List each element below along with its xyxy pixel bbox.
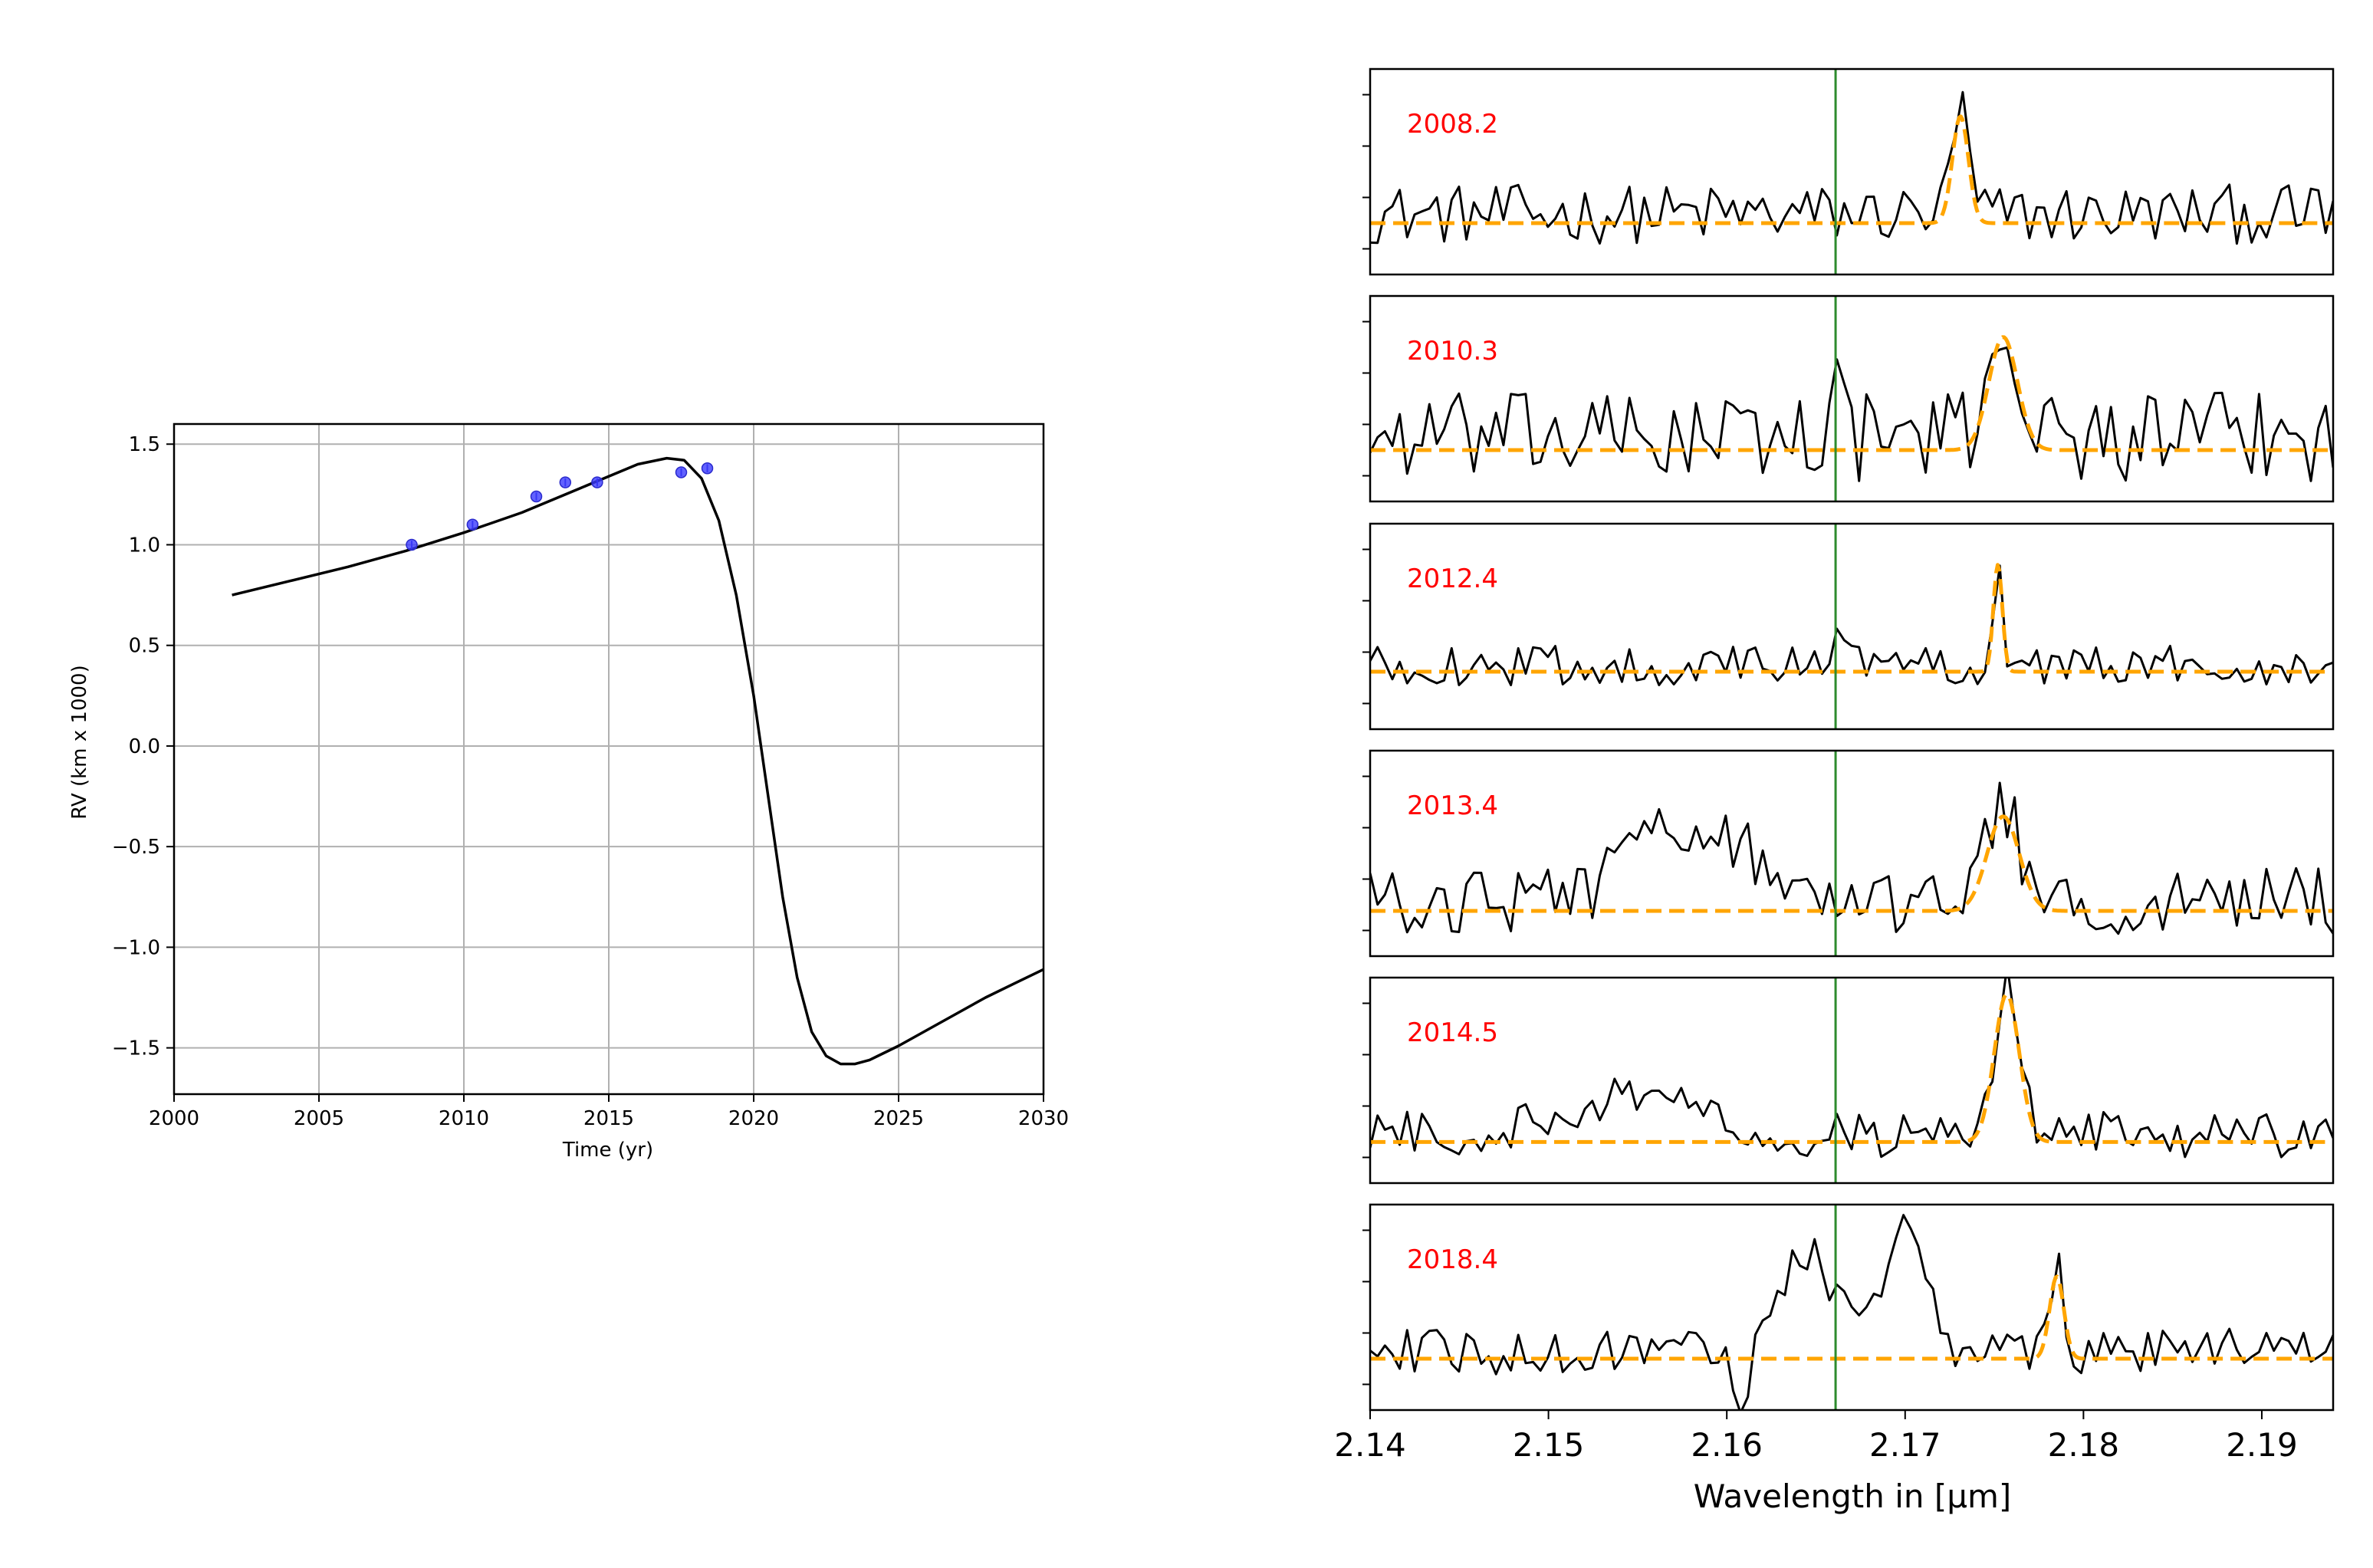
panel-frame bbox=[1369, 67, 2335, 276]
rv-points-layer bbox=[406, 462, 714, 551]
rv-x-tick-label: 2010 bbox=[439, 1107, 489, 1130]
spectrum-panel: 2008.2 bbox=[1362, 67, 2335, 276]
panel-frame bbox=[1369, 976, 2335, 1185]
spectrum-panel: 2012.4 bbox=[1362, 522, 2335, 731]
spectrum-panel: 2010.3 bbox=[1362, 294, 2335, 503]
rv-y-tick-label: 1.5 bbox=[129, 433, 160, 456]
rv-grid bbox=[173, 424, 1044, 1094]
panel-frame bbox=[1369, 1203, 2335, 1412]
panel-epoch-label: 2010.3 bbox=[1407, 336, 1498, 367]
rv-data-point bbox=[701, 462, 714, 475]
gaussian-fit-line bbox=[1370, 992, 2333, 1144]
rv-model-curve bbox=[232, 456, 1044, 1066]
rv-y-axis-ticks: 1.5 1.0 0.5 0.0 −0.5 −1.0 −1.5 bbox=[112, 433, 174, 1060]
panel-plot-area bbox=[1370, 90, 2333, 245]
gaussian-fit-line bbox=[1370, 563, 2333, 674]
panel-epoch-label: 2008.2 bbox=[1407, 109, 1498, 140]
spectrum-line bbox=[1370, 781, 2333, 935]
rv-y-tick-label: −1.0 bbox=[112, 936, 160, 959]
rv-x-tick-label: 2020 bbox=[728, 1107, 779, 1130]
rv-curve-layer bbox=[232, 456, 1044, 1066]
spectra-x-tick-label: 2.19 bbox=[2226, 1426, 2298, 1464]
panel-frame bbox=[1369, 522, 2335, 731]
panel-epoch-label: 2012.4 bbox=[1407, 564, 1498, 594]
rv-data-point bbox=[591, 476, 603, 488]
rv-y-axis-label: RV (km x 1000) bbox=[68, 665, 91, 819]
gaussian-fit-line bbox=[1370, 1274, 2333, 1361]
rv-y-tick-label: 1.0 bbox=[129, 534, 160, 557]
panel-frame bbox=[1369, 749, 2335, 958]
rv-y-tick-label: −0.5 bbox=[112, 836, 160, 859]
rv-data-point bbox=[466, 518, 479, 531]
panel-frame bbox=[1369, 294, 2335, 503]
panel-epoch-label: 2014.5 bbox=[1407, 1017, 1498, 1048]
rv-x-axis-ticks: 2000 2005 2010 2015 2020 2025 2030 bbox=[149, 1094, 1069, 1130]
spectrum-panel: 2014.5 bbox=[1362, 976, 2335, 1185]
rv-data-point bbox=[406, 538, 418, 551]
spectra-chart: 2008.2 2010.3 2012.4 2013.4 2014.5 2018.4 2.1… bbox=[1334, 67, 2335, 1515]
spectra-x-tick-label: 2.14 bbox=[1334, 1426, 1406, 1464]
spectrum-line bbox=[1370, 90, 2333, 245]
gaussian-fit-line bbox=[1370, 114, 2333, 225]
spectra-x-axis-ticks: 2.14 2.15 2.16 2.17 2.18 2.19 bbox=[1334, 1410, 2298, 1464]
spectrum-line bbox=[1370, 1214, 2333, 1410]
spectra-x-tick-label: 2.15 bbox=[1513, 1426, 1585, 1464]
spectra-x-axis-label: Wavelength in [μm] bbox=[1694, 1478, 2012, 1515]
spectrum-panel: 2018.4 bbox=[1362, 1203, 2335, 1412]
panel-epoch-label: 2013.4 bbox=[1407, 791, 1498, 821]
rv-y-tick-label: 0.0 bbox=[129, 735, 160, 758]
spectra-panels: 2008.2 2010.3 2012.4 2013.4 2014.5 2018.4 bbox=[1362, 67, 2335, 1412]
spectrum-panel: 2013.4 bbox=[1362, 749, 2335, 958]
panel-epoch-label: 2018.4 bbox=[1407, 1244, 1498, 1275]
spectra-x-tick-label: 2.18 bbox=[2048, 1426, 2120, 1464]
rv-x-tick-label: 2000 bbox=[149, 1107, 199, 1130]
panel-plot-area bbox=[1370, 978, 2333, 1159]
rv-x-tick-label: 2030 bbox=[1018, 1107, 1069, 1130]
panel-plot-area bbox=[1370, 335, 2333, 482]
spectrum-line bbox=[1370, 346, 2333, 482]
rv-x-tick-label: 2015 bbox=[583, 1107, 634, 1130]
rv-x-tick-label: 2025 bbox=[873, 1107, 924, 1130]
panel-plot-area bbox=[1370, 781, 2333, 935]
spectrum-line bbox=[1370, 564, 2333, 686]
rv-data-point bbox=[530, 490, 543, 503]
gaussian-fit-line bbox=[1370, 814, 2333, 913]
panel-plot-area bbox=[1370, 563, 2333, 686]
spectra-x-tick-label: 2.16 bbox=[1691, 1426, 1763, 1464]
rv-x-axis-label: Time (yr) bbox=[562, 1139, 653, 1162]
rv-y-tick-label: 0.5 bbox=[129, 635, 160, 658]
panel-plot-area bbox=[1370, 1214, 2333, 1410]
spectra-x-tick-label: 2.17 bbox=[1869, 1426, 1941, 1464]
rv-y-tick-label: −1.5 bbox=[112, 1037, 160, 1060]
rv-data-point bbox=[559, 476, 572, 488]
rv-data-point bbox=[675, 466, 688, 478]
rv-chart: 2000 2005 2010 2015 2020 2025 2030 1.5 1.0 0.5 0.… bbox=[68, 422, 1069, 1162]
rv-x-tick-label: 2005 bbox=[294, 1107, 344, 1130]
